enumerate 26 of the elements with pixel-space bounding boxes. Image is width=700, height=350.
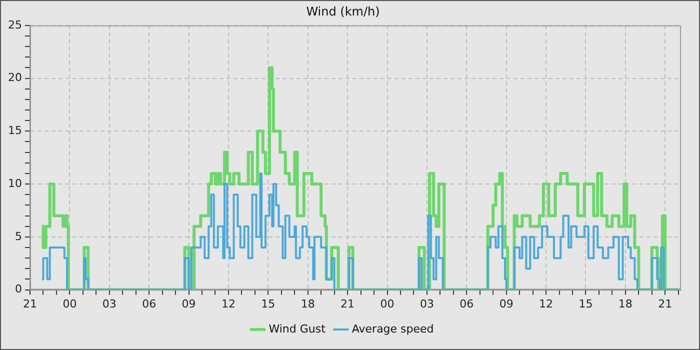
legend-label: Average speed	[352, 322, 434, 336]
x-tick-label: 03	[102, 297, 116, 310]
x-tick-label: 21	[340, 297, 355, 310]
y-tick-label: 0	[14, 282, 22, 296]
x-tick-label: 21	[658, 297, 672, 310]
y-tick-label: 10	[8, 176, 22, 190]
chart-title: Wind (km/h)	[306, 4, 380, 18]
x-tick-label: 12	[221, 297, 236, 310]
x-tick-label: 21	[22, 297, 37, 310]
x-tick-label: 06	[142, 297, 156, 310]
x-tick-label: 18	[618, 297, 632, 310]
x-tick-label: 15	[261, 297, 276, 310]
y-tick-label: 15	[8, 124, 22, 138]
x-tick-label: 18	[300, 297, 315, 310]
x-tick-label: 00	[380, 297, 394, 310]
y-tick-label: 5	[14, 230, 22, 243]
legend-label: Wind Gust	[268, 322, 326, 336]
x-tick-label: 06	[460, 297, 474, 310]
x-tick-label: 09	[182, 297, 196, 310]
x-tick-label: 00	[62, 297, 77, 310]
x-tick-label: 12	[539, 297, 554, 310]
x-tick-label: 09	[499, 297, 514, 310]
x-tick-label: 15	[578, 297, 593, 310]
x-tick-label: 03	[420, 297, 434, 310]
y-tick-label: 20	[8, 71, 22, 84]
y-tick-label: 25	[8, 18, 22, 32]
